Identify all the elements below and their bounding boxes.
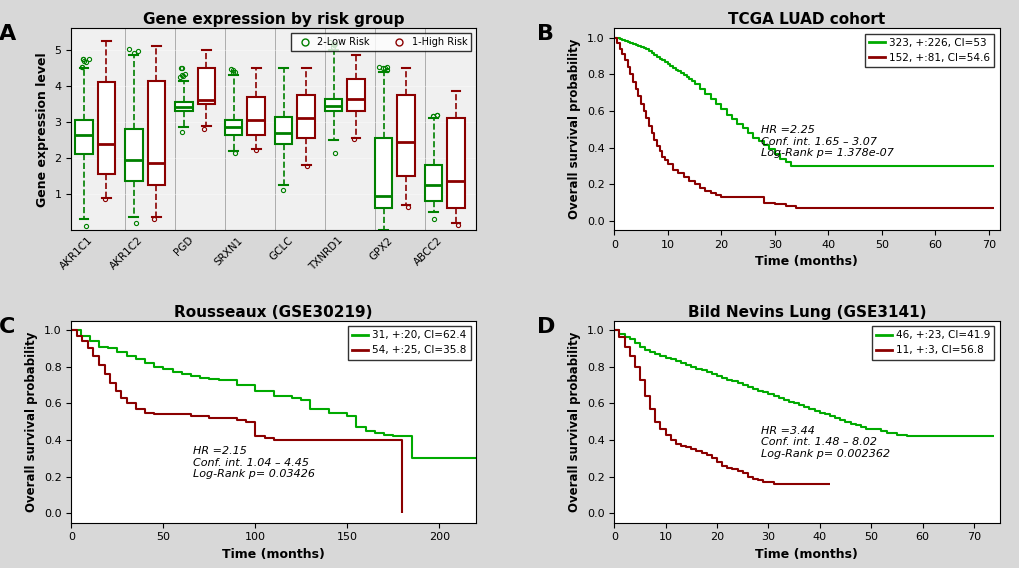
Title: Rousseaux (GSE30219): Rousseaux (GSE30219) <box>174 304 373 320</box>
PathPatch shape <box>424 165 442 201</box>
PathPatch shape <box>148 81 165 185</box>
Legend: 2-Low Risk, 1-High Risk: 2-Low Risk, 1-High Risk <box>290 34 471 51</box>
PathPatch shape <box>125 130 143 181</box>
PathPatch shape <box>275 116 292 144</box>
Legend: 323, +:226, CI=53, 152, +:81, CI=54.6: 323, +:226, CI=53, 152, +:81, CI=54.6 <box>864 34 994 67</box>
PathPatch shape <box>298 95 315 138</box>
PathPatch shape <box>98 82 115 174</box>
Legend: 31, +:20, CI=62.4, 54, +:25, CI=35.8: 31, +:20, CI=62.4, 54, +:25, CI=35.8 <box>347 326 471 360</box>
Legend: 46, +:23, CI=41.9, 11, +:3, CI=56.8: 46, +:23, CI=41.9, 11, +:3, CI=56.8 <box>871 326 994 360</box>
PathPatch shape <box>397 95 415 176</box>
X-axis label: Time (months): Time (months) <box>755 256 858 268</box>
PathPatch shape <box>447 119 465 208</box>
Text: D: D <box>537 317 555 337</box>
Text: C: C <box>0 317 15 337</box>
Y-axis label: Overall survival probability: Overall survival probability <box>568 332 581 512</box>
PathPatch shape <box>198 68 215 104</box>
X-axis label: Time (months): Time (months) <box>222 548 325 561</box>
PathPatch shape <box>325 99 342 111</box>
Text: HR =2.25
Conf. int. 1.65 – 3.07
Log-Rank p= 1.378e-07: HR =2.25 Conf. int. 1.65 – 3.07 Log-Rank… <box>760 125 893 158</box>
PathPatch shape <box>175 102 193 111</box>
Title: Bild Nevins Lung (GSE3141): Bild Nevins Lung (GSE3141) <box>687 304 925 320</box>
Title: Gene expression by risk group: Gene expression by risk group <box>143 12 405 27</box>
PathPatch shape <box>347 79 365 111</box>
PathPatch shape <box>375 138 392 208</box>
Text: HR =2.15
Conf. int. 1.04 – 4.45
Log-Rank p= 0.03426: HR =2.15 Conf. int. 1.04 – 4.45 Log-Rank… <box>193 446 315 479</box>
Text: HR =3.44
Conf. int. 1.48 – 8.02
Log-Rank p= 0.002362: HR =3.44 Conf. int. 1.48 – 8.02 Log-Rank… <box>760 426 889 459</box>
PathPatch shape <box>75 120 93 154</box>
Title: TCGA LUAD cohort: TCGA LUAD cohort <box>728 12 884 27</box>
Y-axis label: Gene expression level: Gene expression level <box>36 52 49 207</box>
X-axis label: Time (months): Time (months) <box>755 548 858 561</box>
Y-axis label: Overall survival probability: Overall survival probability <box>25 332 39 512</box>
Text: B: B <box>537 24 553 44</box>
PathPatch shape <box>225 120 243 135</box>
PathPatch shape <box>248 97 265 135</box>
Y-axis label: Overall survival probability: Overall survival probability <box>568 39 581 219</box>
Text: A: A <box>0 24 16 44</box>
